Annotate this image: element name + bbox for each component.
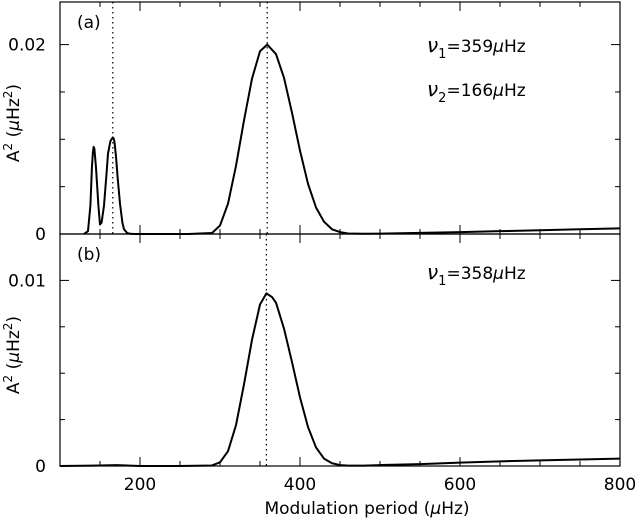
y-axis-title: A2 (μHz2)	[1, 316, 24, 394]
y-tick-label: 0	[35, 457, 46, 477]
series-line	[83, 43, 621, 235]
x-axis-title: Modulation period (μHz)	[264, 499, 469, 519]
frequency-annotation: ν2=166μHz	[427, 77, 526, 106]
x-tick-label: 800	[604, 475, 636, 495]
series-line	[59, 292, 621, 467]
y-tick-label: 0	[35, 225, 46, 245]
frequency-annotation: ν1=358μHz	[427, 260, 526, 289]
x-tick-label: 600	[444, 475, 476, 495]
panel-label: (a)	[77, 13, 101, 33]
panel-b: 200 400 600 800 0 0.01 (b) ν1=358μHz	[8, 233, 636, 495]
x-tick-label: 200	[124, 475, 156, 495]
panel-a: 0 0.02 (a) ν1=359μHz ν2=166μHz	[8, 1, 621, 245]
y-axis-titles: A2 (μHz2) A2 (μHz2)	[1, 84, 24, 394]
plot-frame	[59, 233, 621, 467]
plot-frame	[59, 1, 621, 235]
x-tick-label: 400	[284, 475, 316, 495]
panel-label: (b)	[77, 245, 101, 265]
y-axis-title: A2 (μHz2)	[1, 84, 24, 162]
y-tick-label: 0.01	[8, 271, 46, 291]
y-tick-label: 0.02	[8, 36, 46, 56]
frequency-annotation: ν1=359μHz	[427, 33, 526, 62]
